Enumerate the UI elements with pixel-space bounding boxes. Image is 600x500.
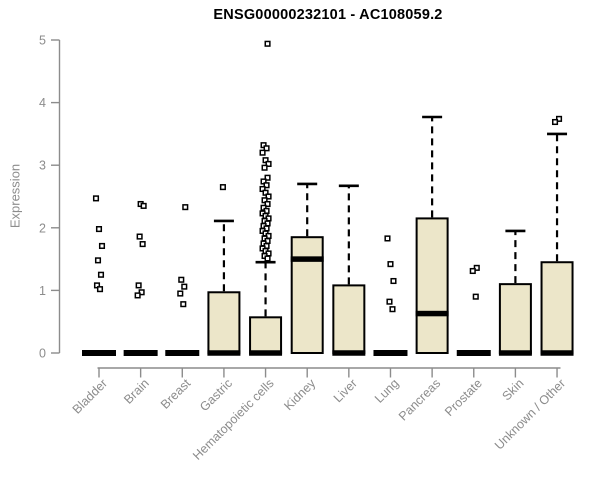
outlier-point [95,226,103,233]
outlier-point [264,255,271,262]
x-tick-label: Bladder [70,376,110,416]
outlier-point [135,282,142,289]
outlier-point [259,149,266,156]
outlier-point [177,290,184,297]
y-tick-label: 0 [39,347,46,361]
outlier-point [94,257,102,264]
outlier-point [264,174,271,181]
median-line [290,256,324,262]
x-tick-label: Unknown / Other [492,376,568,452]
outlier-point [181,283,188,290]
outlier-point [389,306,396,313]
outlier-point [134,292,141,299]
outlier-point [386,298,393,305]
y-tick-label: 1 [39,284,46,298]
median-line [207,350,241,356]
box [249,316,283,354]
outlier-point [473,264,480,271]
outlier-point [387,261,394,268]
median-line [249,350,283,356]
median-line [498,350,532,356]
outlier-point [263,182,270,189]
outlier-point [178,276,185,283]
outlier-point [261,164,268,171]
box [498,283,532,355]
box [415,217,449,354]
collapsed-box [165,350,200,356]
outlier-point [96,286,104,293]
outlier-point [98,242,106,250]
outlier-point [264,40,271,47]
outlier-point [265,160,272,167]
y-tick-label: 2 [39,221,46,235]
outlier-point [551,118,559,126]
collapsed-box [456,350,491,356]
box [332,284,366,354]
y-tick-label: 5 [39,34,46,48]
box [290,236,324,354]
outlier-point [140,202,147,209]
median-line [540,350,574,356]
outlier-point [92,195,100,202]
y-tick-label: 3 [39,159,46,173]
outlier-point [390,277,397,285]
y-tick-label: 4 [39,96,46,110]
outlier-point [555,115,563,122]
x-tick-label: Prostate [442,376,485,419]
x-tick-label: Pancreas [396,376,443,423]
outlier-point [180,301,187,308]
outlier-point [182,204,189,211]
outlier-point [265,193,272,200]
x-tick-label: Brain [121,376,152,407]
outlier-point [264,200,271,208]
outlier-point [469,267,476,275]
x-tick-label: Gastric [197,376,235,414]
x-tick-label: Hematopoietic cells [190,376,277,463]
median-line [415,310,449,317]
box [540,261,574,355]
x-tick-label: Kidney [281,376,318,413]
collapsed-box [123,350,158,356]
outlier-point [472,293,479,300]
x-tick-label: Liver [331,376,360,405]
x-tick-label: Skin [499,376,526,403]
chart-title: ENSG00000232101 - AC108059.2 [213,7,443,23]
median-line [332,350,366,356]
x-tick-label: Lung [372,376,402,406]
outlier-point [384,235,391,242]
outlier-point [136,233,143,240]
outlier-point [263,145,270,152]
collapsed-box [82,350,116,356]
x-tick-label: Breast [158,376,194,412]
outlier-point [97,271,105,278]
outlier-point [138,289,145,296]
collapsed-box [373,350,408,356]
outlier-point [139,241,146,248]
outlier-point [219,184,226,191]
box [207,291,241,355]
